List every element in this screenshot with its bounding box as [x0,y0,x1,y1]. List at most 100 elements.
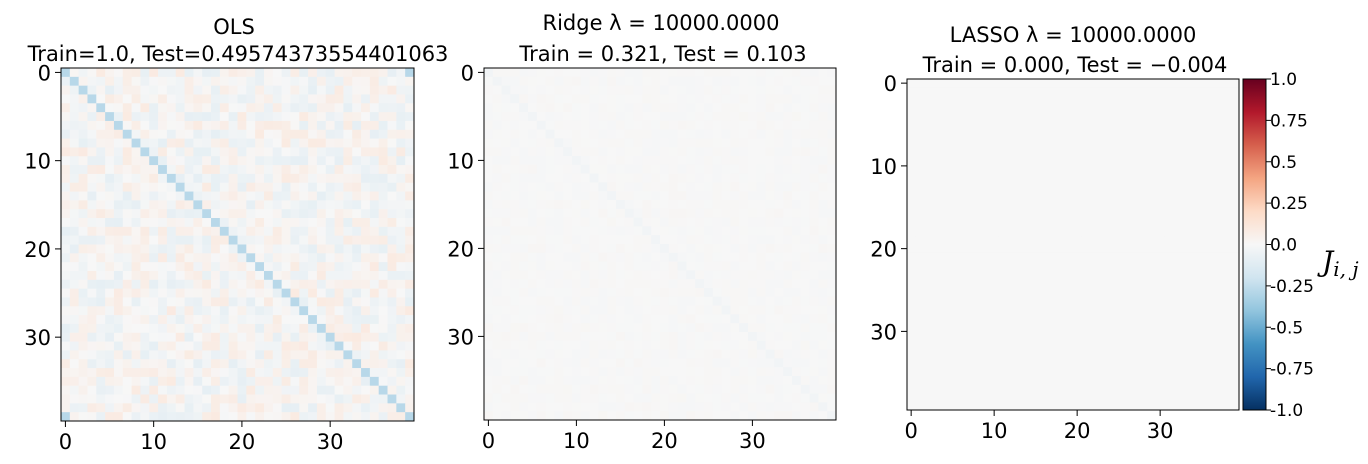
heatmap-cell [907,343,916,353]
heatmap-cell [545,226,555,236]
heatmap-cell [739,384,749,394]
heatmap-cell [1214,244,1223,254]
heatmap-cell [695,367,705,377]
heatmap-cell [510,411,520,421]
heatmap-cell [642,120,652,130]
heatmap-cell [316,270,327,281]
heatmap-cell [290,156,300,166]
heatmap-cell [642,182,652,192]
heatmap-cell [361,147,371,157]
heatmap-cell [1205,252,1215,262]
heatmap-cell [334,376,344,387]
heatmap-cell [316,156,327,166]
heatmap-cell [624,217,634,227]
heatmap-cell [1023,170,1032,179]
heatmap-cell [369,156,380,166]
heatmap-cell [158,173,168,184]
heatmap-cell [184,262,194,272]
heatmap-cell [940,136,949,146]
heatmap-cell [545,156,555,166]
heatmap-cell [907,194,916,204]
heatmap-cell [607,252,617,262]
heatmap-cell [915,161,924,171]
heatmap-cell [1156,252,1165,262]
heatmap-cell [712,358,722,368]
heatmap-cell [1222,236,1232,245]
heatmap-cell [246,85,256,95]
heatmap-cell [1180,244,1190,254]
heatmap-cell [1073,335,1082,345]
heatmap-cell [396,182,406,192]
heatmap-cell [589,120,599,130]
heatmap-cell [1147,103,1157,113]
heatmap-cell [281,297,291,307]
colorbar-tick-label: 0.25 [1270,194,1308,214]
heatmap-cell [299,270,309,281]
heatmap-cell [140,315,150,325]
heatmap-cell [299,359,309,369]
heatmap-cell [61,182,71,192]
heatmap-cell [572,261,582,271]
heatmap-cell [998,178,1007,187]
heatmap-cell [940,385,949,394]
heatmap-cell [501,393,511,403]
heatmap-cell [607,244,617,254]
heatmap-cell [915,244,924,254]
heatmap-cell [113,253,124,263]
heatmap-cell [990,194,999,204]
heatmap-cell [352,288,362,298]
heatmap-cell [1106,277,1115,287]
heatmap-cell [405,129,415,139]
heatmap-cell [1106,120,1115,130]
heatmap-cell [756,217,766,227]
heatmap-cell [193,412,203,422]
heatmap-cell [113,288,124,298]
heatmap-cell [263,244,274,254]
heatmap-cell [378,376,388,387]
heatmap-cell [948,252,958,262]
heatmap-cell [580,340,590,350]
heatmap-cell [131,368,141,378]
heatmap-cell [554,279,564,289]
heatmap-cell [1214,261,1223,270]
heatmap-cell [704,208,714,218]
heatmap-cell [660,182,670,192]
colorbar-tick-label: 1.0 [1270,70,1297,90]
heatmap-cell [730,349,740,359]
heatmap-cell [96,200,106,210]
heatmap-cell [1172,194,1182,204]
heatmap-cell [113,350,124,360]
heatmap-cell [607,305,617,315]
heatmap-cell [998,376,1007,386]
heatmap-cell [1097,244,1107,254]
heatmap-cell [96,182,106,192]
heatmap-cell [184,288,194,298]
heatmap-cell [765,138,775,148]
heatmap-cell [956,87,966,96]
heatmap-cell [1139,343,1149,353]
heatmap-cell [87,182,97,192]
heatmap-cell [633,288,643,298]
heatmap-cell [956,211,966,221]
lasso-axes-frame [906,78,1240,411]
heatmap-cell [633,252,643,262]
heatmap-cell [519,120,529,130]
heatmap-cell [686,305,696,315]
heatmap-cell [387,403,397,413]
heatmap-cell [956,368,966,378]
heatmap-cell [211,394,221,404]
heatmap-cell [131,244,141,254]
heatmap-cell [237,332,247,342]
heatmap-cell [405,341,415,351]
heatmap-cell [563,103,573,113]
heatmap-cell [1189,310,1198,320]
heatmap-cell [211,288,221,298]
heatmap-cell [184,376,194,387]
heatmap-cell [299,385,309,395]
heatmap-cell [149,368,159,378]
heatmap-cell [1006,393,1016,403]
heatmap-cell [87,288,97,298]
heatmap-cell [528,332,538,342]
heatmap-cell [166,253,177,263]
heatmap-cell [809,340,819,350]
